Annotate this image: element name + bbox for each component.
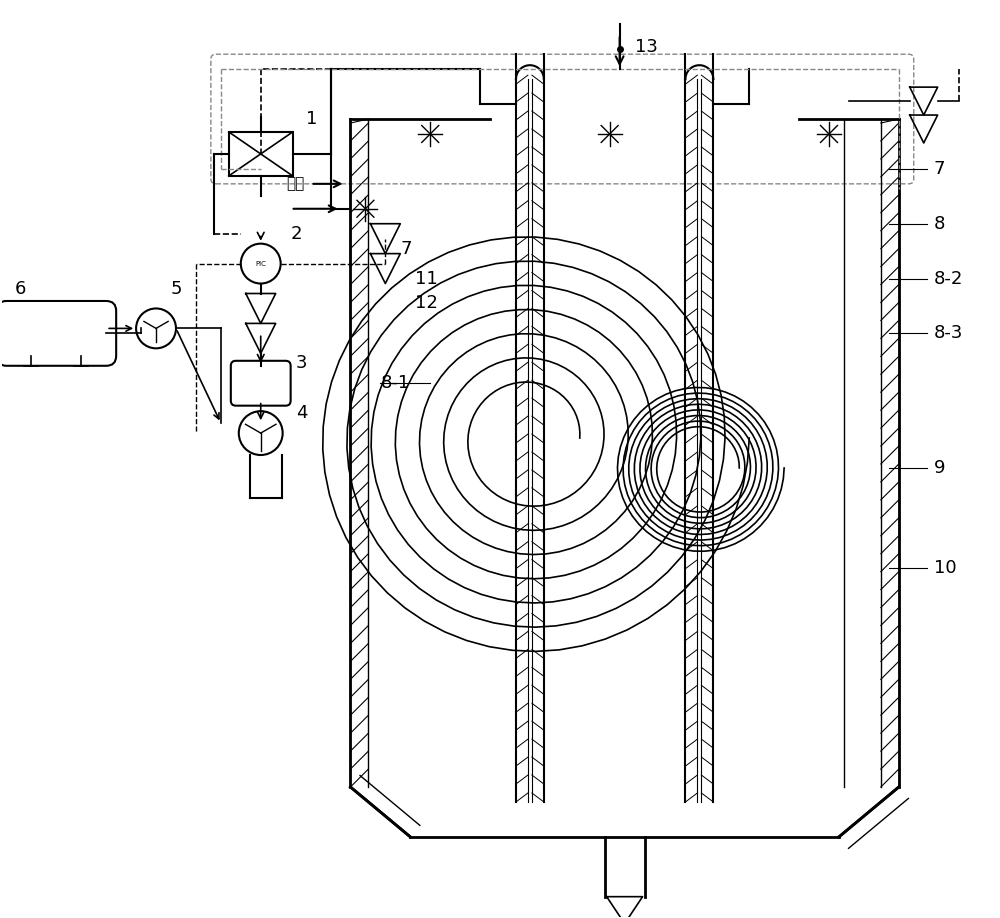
Text: 8: 8 (934, 215, 945, 233)
Text: 8-2: 8-2 (934, 270, 963, 287)
Text: 3: 3 (296, 354, 307, 373)
Text: PIC: PIC (255, 261, 266, 266)
Text: 8-1: 8-1 (380, 375, 410, 392)
Text: 9: 9 (934, 459, 945, 477)
FancyBboxPatch shape (0, 301, 116, 365)
Text: 气流: 气流 (286, 176, 305, 191)
Text: 2: 2 (291, 225, 302, 242)
Text: 12: 12 (415, 295, 438, 312)
Bar (229, 132, 293, 176)
Text: 11: 11 (415, 270, 438, 287)
Text: 1: 1 (306, 110, 317, 128)
Text: 8-3: 8-3 (934, 324, 963, 342)
Text: 10: 10 (934, 559, 956, 577)
Text: 7: 7 (934, 160, 945, 178)
Text: 4: 4 (296, 404, 307, 422)
Text: 13: 13 (635, 39, 657, 56)
FancyBboxPatch shape (231, 361, 291, 406)
Text: 6: 6 (14, 279, 26, 297)
Text: 5: 5 (171, 279, 182, 297)
Text: 7: 7 (400, 240, 412, 258)
